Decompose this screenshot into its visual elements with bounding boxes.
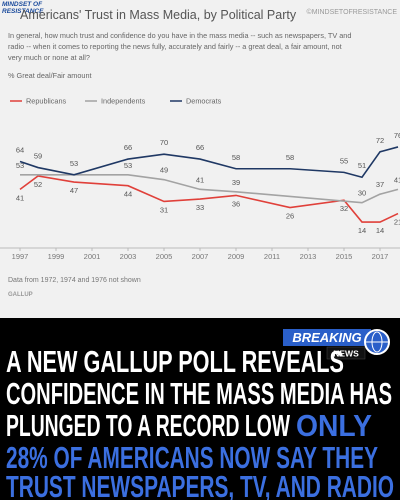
badge-text: BREAKING [292,330,361,345]
data-label: 53 [16,161,24,170]
data-label: 70 [160,138,168,147]
data-label: 53 [70,159,78,168]
data-label: 30 [358,189,366,198]
x-tick-label: 2013 [300,252,317,261]
data-label: 58 [286,153,294,162]
data-label: 14 [358,226,366,235]
legend-label: Independents [101,97,146,106]
data-label: 58 [232,153,240,162]
data-label: 44 [124,190,132,199]
data-label: 41 [16,193,24,202]
data-label: 37 [376,180,384,189]
highlight: TRUST NEWSPAPERS, TV, AND RADIO [6,469,394,500]
x-tick-label: 2017 [372,252,389,261]
source: GALLUP [8,292,33,298]
data-label: 36 [232,199,240,208]
badge-box [283,329,371,346]
highlight: 28% OF AMERICANS NOW SAY THEY [6,440,378,475]
badge-box [326,346,366,360]
subtitle: very much or none at all? [8,53,90,62]
chart: 1997 1999 2001 2003 2005 2007 2009 2011 2013 2015… [0,97,400,261]
headline: CONFIDENCE IN THE MASS MEDIA HAS [6,376,392,411]
x-tick-label: 2015 [336,252,353,261]
subtitle: radio -- when it comes to reporting the … [8,42,342,51]
x-tick-label: 1999 [48,252,65,261]
x-tick-label: 2003 [120,252,137,261]
series-line [19,175,399,223]
data-label: 53 [124,161,132,170]
data-label: 49 [160,166,168,175]
logo: MINDSET OF [2,1,43,8]
chart-title: Americans' Trust in Mass Media, by Polit… [20,8,297,22]
data-label: 26 [286,212,294,221]
headline-part: PLUNGED TO A RECORD LOW [6,408,290,443]
data-label: 47 [70,186,78,195]
x-tick-label: 1997 [12,252,29,261]
data-label: 21 [394,218,400,227]
data-label: 31 [160,205,168,214]
series-line [19,146,399,179]
data-label: 33 [196,203,204,212]
data-label: 64 [16,145,24,154]
data-label: 32 [340,204,348,213]
subtitle: In general, how much trust and confidenc… [8,31,351,40]
data-label: 51 [358,161,366,170]
series-line [20,174,399,204]
note: Data from 1972, 1974 and 1976 not shown [8,277,141,284]
watermark: ©MINDSETOFRESISTANCE [307,8,398,16]
legend-label: Democrats [186,97,222,106]
data-label: 59 [34,152,42,161]
x-tick-label: 2009 [228,252,245,261]
y-axis-label: % Great deal/Fair amount [8,71,92,80]
headline: A NEW GALLUP POLL REVEALS [6,344,344,379]
data-label: 72 [376,136,384,145]
x-tick-label: 2001 [84,252,101,261]
data-label: 39 [232,178,240,187]
x-tick-label: 2005 [156,252,173,261]
x-tick-label: 2007 [192,252,209,261]
legend-label: Republicans [26,97,67,106]
logo: RESISTANCE [2,8,44,15]
highlight-part: ONLY [296,408,372,443]
data-label: 14 [376,226,384,235]
x-tick-label: 2011 [264,252,280,261]
data-label: 41 [196,175,204,184]
data-label: 41 [394,175,400,184]
data-label: 52 [34,180,42,189]
breaking-badge: BREAKING NEWS [283,329,390,360]
data-label: 76 [394,131,400,140]
badge-text: NEWS [333,349,359,359]
data-label: 55 [340,156,348,165]
data-label: 66 [196,143,204,152]
data-label: 66 [124,143,132,152]
headline: PLUNGED TO A RECORD LOW ONLY [6,408,372,443]
